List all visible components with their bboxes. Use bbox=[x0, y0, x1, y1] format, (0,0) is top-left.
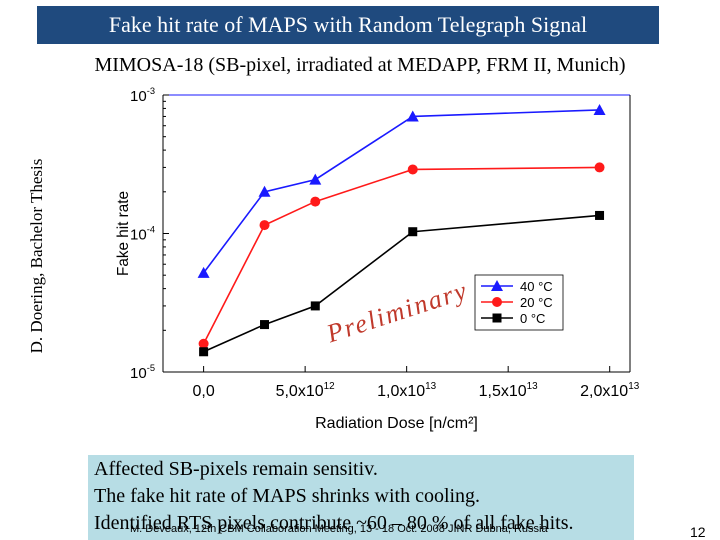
slide-subtitle: MIMOSA-18 (SB-pixel, irradiated at MEDAP… bbox=[94, 54, 626, 76]
x-axis-label: Radiation Dose [n/cm²] bbox=[315, 415, 478, 432]
series-1-point-3 bbox=[407, 164, 418, 175]
y-tick-label-0: 10-3 bbox=[130, 86, 155, 105]
series-0-point-3 bbox=[406, 110, 419, 122]
x-tick-label-0: 0,0 bbox=[192, 383, 214, 400]
summary-line-3: Identified RTS pixels contribute ~60 – 8… bbox=[94, 512, 574, 534]
footer-citation: M. Deveaux, 12th CBM Collaboration Meeti… bbox=[130, 523, 548, 535]
legend-marker-0 bbox=[491, 280, 503, 291]
series-2-point-1 bbox=[260, 320, 270, 330]
y-axis-label: Fake hit rate bbox=[115, 191, 132, 276]
summary-line-1: Affected SB-pixels remain sensitiv. bbox=[94, 458, 378, 480]
x-tick-label-1: 5,0x1012 bbox=[276, 381, 336, 400]
series-0-point-2 bbox=[309, 173, 322, 185]
legend-label-1: 20 °C bbox=[520, 295, 553, 310]
legend-marker-1 bbox=[492, 297, 502, 307]
series-2-point-2 bbox=[310, 301, 320, 311]
series-1-point-2 bbox=[310, 196, 321, 207]
legend-label-2: 0 °C bbox=[520, 311, 545, 326]
fake-hit-rate-chart: 10-3 10-4 10-5 0,0 5,0x1012 1,0x1013 1,5x1013 2… bbox=[115, 86, 640, 432]
series-2-point-0 bbox=[199, 347, 209, 357]
y-tick-label-1: 10-4 bbox=[130, 225, 155, 244]
slide-title: Fake hit rate of MAPS with Random Telegr… bbox=[37, 6, 659, 44]
series-0-point-1 bbox=[258, 185, 271, 197]
legend-marker-2 bbox=[492, 313, 502, 323]
x-tick-label-2: 1,0x1013 bbox=[377, 381, 437, 400]
x-tick-label-3: 1,5x1013 bbox=[479, 381, 539, 400]
summary-line-2: The fake hit rate of MAPS shrinks with c… bbox=[94, 485, 481, 507]
x-tick-label-4: 2,0x1013 bbox=[580, 381, 640, 400]
series-1-point-1 bbox=[259, 220, 270, 231]
legend-label-0: 40 °C bbox=[520, 279, 553, 294]
series-2-point-4 bbox=[595, 210, 605, 220]
series-0-point-4 bbox=[593, 103, 606, 115]
page-number: 12 bbox=[690, 524, 706, 540]
watermark-text: Preliminary bbox=[322, 275, 471, 348]
series-0-point-0 bbox=[197, 266, 210, 278]
series-1-point-0 bbox=[198, 338, 209, 349]
summary-box: Affected SB-pixels remain sensitiv. The … bbox=[88, 455, 634, 540]
y-tick-label-2: 10-5 bbox=[130, 363, 155, 382]
series-1-point-4 bbox=[594, 162, 605, 173]
series-2-point-3 bbox=[408, 227, 418, 237]
